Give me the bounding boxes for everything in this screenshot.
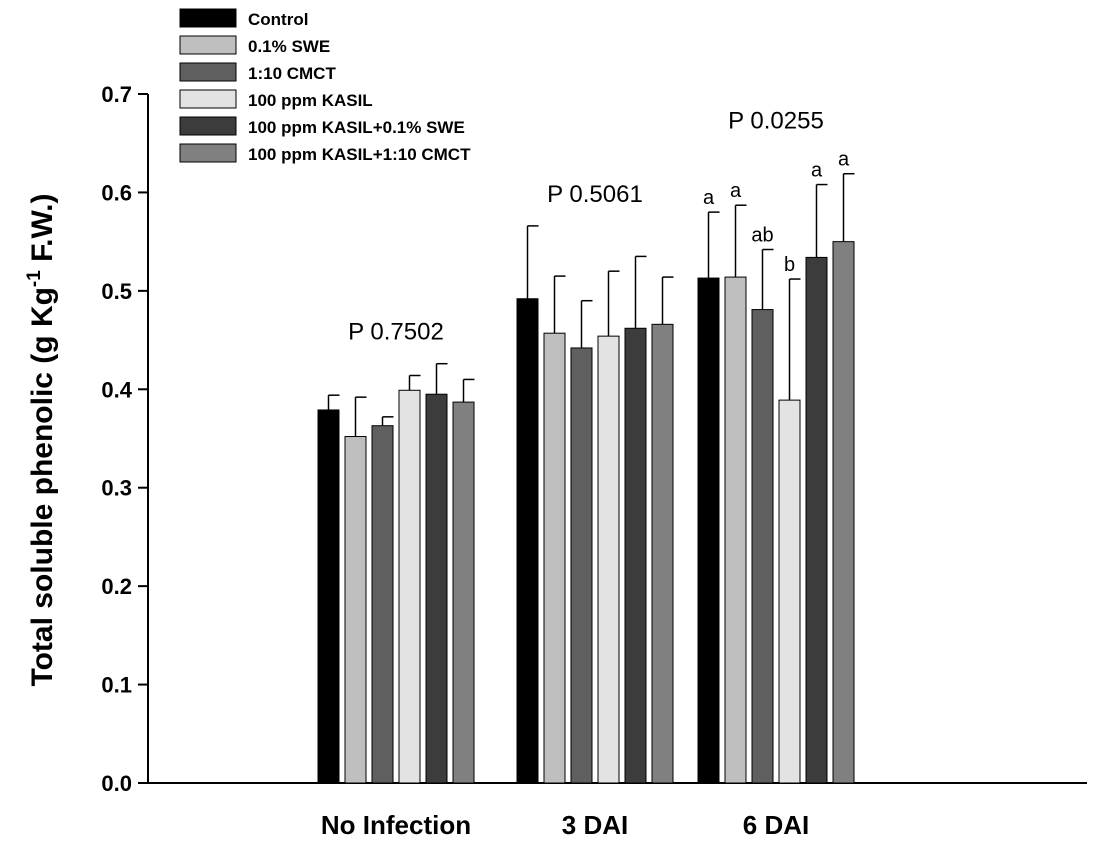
y-tick-label: 0.1 [101, 673, 132, 698]
y-axis-title-main: Total soluble phenolic (g Kg [26, 287, 59, 686]
significance-letter: ab [751, 225, 773, 247]
bar [452, 401, 475, 784]
legend-swatch [179, 143, 237, 163]
bar [624, 327, 647, 784]
bar [317, 409, 340, 784]
legend-swatch [179, 35, 237, 55]
y-tick-label: 0.6 [101, 180, 132, 205]
y-tick-label: 0.5 [101, 279, 132, 304]
legend-swatch [179, 8, 237, 28]
y-axis-title-superscript: -1 [24, 270, 45, 287]
bar [425, 393, 448, 784]
p-value-annotations: P 0.7502 P 0.5061 P 0.0255 [348, 108, 824, 346]
legend-label: 100 ppm KASIL+1:10 CMCT [248, 145, 471, 164]
y-tick-label: 0.3 [101, 476, 132, 501]
y-tick-label: 0.2 [101, 574, 132, 599]
bar [344, 436, 367, 784]
legend-swatch [179, 116, 237, 136]
p-value-label: P 0.5061 [547, 181, 643, 208]
legend-label: 100 ppm KASIL+0.1% SWE [248, 118, 465, 137]
bar [697, 277, 720, 784]
bar [570, 347, 593, 784]
bar [832, 241, 855, 784]
x-category-label: 6 DAI [743, 810, 809, 840]
significance-letter: a [730, 180, 742, 202]
bar [398, 389, 421, 784]
legend-swatch [179, 89, 237, 109]
legend-label: 100 ppm KASIL [248, 91, 373, 110]
legend-swatch [179, 62, 237, 82]
x-category-labels: No Infection 3 DAI 6 DAI [321, 810, 809, 840]
p-value-label: P 0.7502 [348, 319, 444, 346]
y-axis-title: Total soluble phenolic (g Kg-1 F.W.) [24, 194, 59, 687]
x-category-label: 3 DAI [562, 810, 628, 840]
y-tick-label: 0.0 [101, 771, 132, 796]
bar [805, 256, 828, 784]
significance-letter: a [838, 149, 850, 171]
bar [371, 425, 394, 784]
bar [516, 298, 539, 784]
legend: Control 0.1% SWE 1:10 CMCT 100 ppm KASIL 100… [179, 8, 471, 164]
bar [751, 309, 774, 784]
y-axis-title-suffix: F.W.) [26, 194, 59, 271]
legend-label: 0.1% SWE [248, 37, 330, 56]
significance-letter: a [703, 187, 715, 209]
bar [778, 399, 801, 784]
y-tick-label: 0.7 [101, 82, 132, 107]
x-category-label: No Infection [321, 810, 471, 840]
bar [724, 276, 747, 784]
significance-letter: b [784, 254, 795, 276]
bar [597, 335, 620, 784]
y-ticks: 0.0 0.1 0.2 0.3 0.4 0.5 0.6 0.7 [101, 82, 148, 796]
y-tick-label: 0.4 [101, 377, 132, 402]
bar [543, 332, 566, 784]
legend-label: 1:10 CMCT [248, 64, 336, 83]
p-value-label: P 0.0255 [728, 108, 824, 135]
significance-letter: a [811, 160, 823, 182]
bar [651, 323, 674, 784]
legend-label: Control [248, 10, 308, 29]
